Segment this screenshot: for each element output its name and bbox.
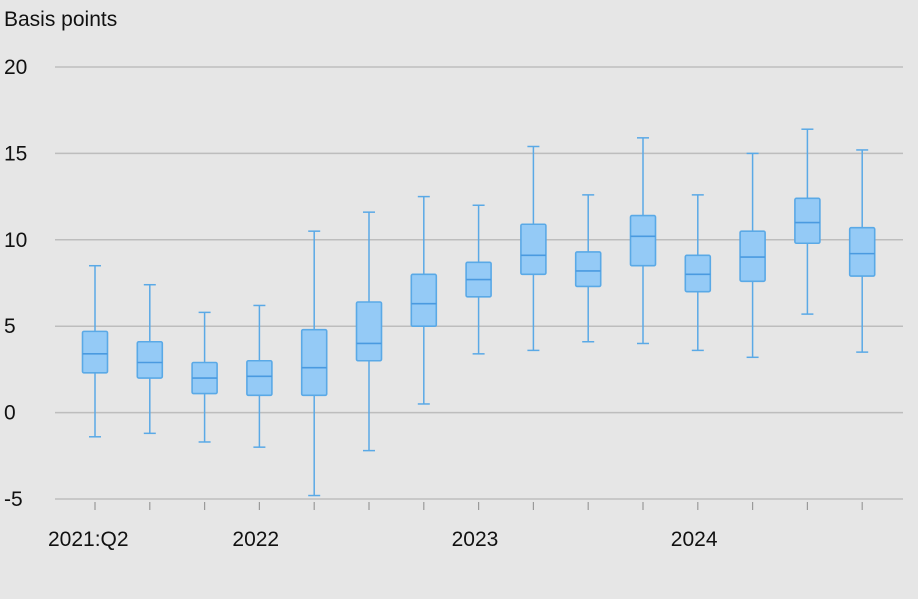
iqr-box bbox=[355, 301, 383, 362]
iqr-box bbox=[136, 340, 164, 379]
box-plot-item bbox=[246, 304, 273, 448]
x-tick-labels: 2021:Q2 2022 2023 2024 bbox=[48, 528, 718, 551]
x-tick-label: 2024 bbox=[671, 528, 718, 551]
box-plot-item bbox=[355, 211, 383, 452]
box-plot-item bbox=[465, 204, 492, 355]
y-tick-label: 10 bbox=[4, 229, 27, 252]
iqr-box bbox=[81, 330, 109, 374]
box-plot-item bbox=[848, 149, 876, 353]
box-plot-item bbox=[81, 264, 109, 438]
y-axis-label: Basis points bbox=[4, 8, 117, 31]
y-tick-label: 5 bbox=[4, 315, 16, 338]
iqr-box bbox=[739, 230, 766, 283]
box-plot-item bbox=[136, 283, 164, 435]
iqr-box bbox=[684, 254, 712, 293]
iqr-box bbox=[848, 226, 876, 277]
y-tick-label: 15 bbox=[4, 142, 27, 165]
box-plot-item bbox=[574, 194, 602, 343]
iqr-box bbox=[520, 223, 547, 276]
x-tick-label: 2023 bbox=[452, 528, 499, 551]
y-tick-labels: 20 15 10 5 0 -5 bbox=[4, 56, 27, 511]
x-tick-label: 2021:Q2 bbox=[48, 528, 129, 551]
box-plot-item bbox=[629, 137, 657, 345]
x-tick-marks bbox=[94, 502, 863, 510]
iqr-box bbox=[629, 214, 657, 267]
iqr-box bbox=[300, 328, 328, 397]
y-tick-label: 0 bbox=[4, 402, 16, 425]
box-plot-item bbox=[684, 194, 712, 352]
box-series bbox=[81, 128, 876, 497]
box-plot-item bbox=[739, 152, 766, 359]
x-tick-label: 2022 bbox=[232, 528, 279, 551]
box-plot-item bbox=[410, 195, 438, 405]
box-plot-item bbox=[794, 128, 821, 315]
iqr-box bbox=[246, 359, 273, 397]
iqr-box bbox=[794, 197, 821, 245]
iqr-box bbox=[410, 273, 438, 327]
iqr-box bbox=[574, 251, 602, 288]
box-plot-item bbox=[191, 311, 218, 443]
box-plot-item bbox=[300, 230, 328, 497]
y-tick-label: 20 bbox=[4, 56, 27, 79]
box-plot-item bbox=[520, 145, 547, 352]
y-tick-label: -5 bbox=[4, 488, 23, 511]
